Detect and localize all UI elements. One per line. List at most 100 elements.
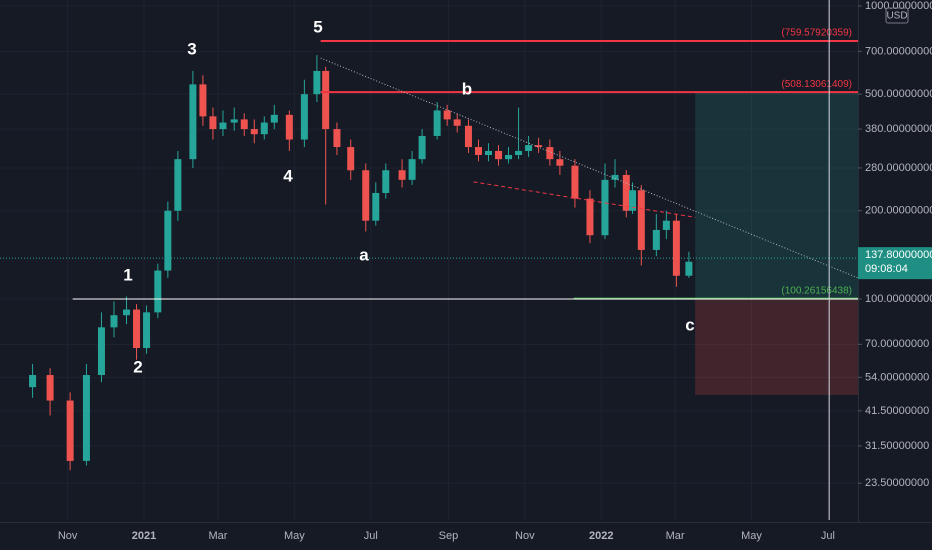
- trendline: [320, 57, 859, 279]
- current-price-label: 137.80000000: [865, 249, 932, 261]
- candle-body: [347, 147, 355, 171]
- y-tick-label: 70.00000000: [865, 338, 929, 350]
- candle-body: [637, 190, 645, 250]
- wave-label: 1: [123, 265, 132, 284]
- candle-body: [189, 84, 197, 160]
- wave-label: 5: [313, 17, 322, 36]
- candle-body: [525, 145, 533, 151]
- y-tick-label: 380.00000000: [865, 123, 932, 135]
- candle-body: [82, 375, 90, 461]
- candle-body: [443, 110, 451, 120]
- profit-zone: [695, 92, 858, 299]
- wave-label: 4: [283, 166, 293, 185]
- currency-label: USD: [886, 11, 907, 22]
- candle-body: [133, 309, 141, 349]
- candle-body: [362, 170, 370, 221]
- y-tick-label: 1000.00000000: [865, 0, 932, 12]
- wave-label: 3: [187, 39, 196, 58]
- candle-body: [174, 159, 182, 211]
- candle-body: [322, 70, 330, 130]
- candle-body: [250, 129, 258, 135]
- candle-body: [372, 192, 380, 221]
- candle-body: [209, 116, 217, 130]
- level-label: (100.26156438): [781, 285, 852, 296]
- candle-body: [685, 261, 693, 276]
- candle-body: [418, 135, 426, 160]
- x-tick-label: Nov: [58, 530, 78, 542]
- candle-body: [662, 220, 670, 230]
- candle-body: [300, 94, 308, 140]
- candle-body: [123, 309, 131, 316]
- y-tick-label: 23.50000000: [865, 477, 929, 489]
- candle-body: [230, 119, 238, 123]
- candle-body: [515, 150, 523, 155]
- wave-label: b: [462, 79, 472, 98]
- candle-body: [164, 210, 172, 271]
- x-tick-label: Nov: [515, 530, 535, 542]
- y-tick-label: 700.00000000: [865, 45, 932, 57]
- candle-body: [464, 125, 472, 148]
- candle-body: [97, 327, 105, 376]
- candle-body: [270, 114, 278, 123]
- current-price-box: [858, 247, 932, 280]
- y-tick-label: 500.00000000: [865, 88, 932, 100]
- candle-body: [143, 312, 151, 349]
- candle-body: [571, 165, 579, 199]
- candle-body: [453, 119, 461, 126]
- candle-body: [154, 270, 162, 313]
- candle-body: [629, 190, 637, 211]
- x-tick-label: Mar: [666, 530, 685, 542]
- candle-body: [313, 70, 321, 95]
- candle-body: [495, 150, 503, 160]
- candle-body: [29, 375, 37, 388]
- wave-label: c: [685, 315, 694, 334]
- x-tick-label: Jul: [364, 530, 378, 542]
- x-tick-label: Mar: [208, 530, 227, 542]
- candle-body: [398, 170, 406, 180]
- candle-body: [46, 375, 54, 401]
- candle-body: [433, 110, 441, 136]
- y-tick-label: 100.00000000: [865, 293, 932, 305]
- wave-label: 2: [133, 357, 142, 376]
- candle-body: [199, 84, 207, 117]
- candle-body: [285, 114, 293, 140]
- candle-body: [66, 400, 74, 461]
- candle-body: [382, 170, 390, 193]
- candle-body: [556, 159, 564, 166]
- candle-body: [219, 122, 227, 130]
- candle-body: [333, 129, 341, 148]
- x-tick-label: 2022: [589, 530, 613, 542]
- x-tick-label: 2021: [132, 530, 156, 542]
- x-tick-label: May: [741, 530, 762, 542]
- y-tick-label: 280.00000000: [865, 162, 932, 174]
- x-tick-label: May: [284, 530, 305, 542]
- channel: [473, 181, 696, 218]
- currency-box: [885, 7, 909, 24]
- countdown-label: 09:08:04: [865, 263, 908, 275]
- candle-body: [408, 159, 416, 180]
- level-label: (508.13061409): [781, 79, 852, 90]
- candle-body: [240, 119, 248, 130]
- candle-body: [484, 150, 492, 155]
- candle-body: [505, 154, 513, 160]
- candle-body: [260, 122, 268, 135]
- level-label: (759.57920359): [781, 28, 852, 39]
- candle-body: [110, 315, 118, 328]
- candle-body: [474, 147, 482, 155]
- candle-body: [622, 174, 630, 211]
- candle-body: [535, 145, 543, 148]
- candle-body: [652, 229, 660, 250]
- candle-body: [672, 220, 680, 276]
- candle-body: [546, 147, 554, 160]
- y-tick-label: 54.00000000: [865, 371, 929, 383]
- candle-body: [586, 198, 594, 236]
- candle-body: [611, 174, 619, 180]
- candle-body: [601, 179, 609, 236]
- wave-label: a: [359, 245, 369, 264]
- y-tick-label: 200.00000000: [865, 205, 932, 217]
- loss-zone: [695, 298, 858, 396]
- x-tick-label: Jul: [821, 530, 835, 542]
- y-tick-label: 31.50000000: [865, 440, 929, 452]
- y-tick-label: 41.50000000: [865, 405, 929, 417]
